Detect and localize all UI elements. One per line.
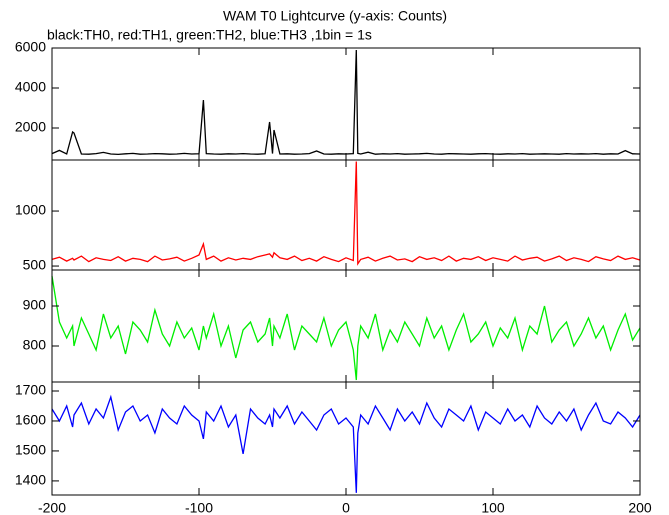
x-tick-label: 0 — [342, 500, 350, 515]
panel-frame — [51, 381, 641, 496]
chart-title: WAM T0 Lightcurve (y-axis: Counts) — [223, 8, 447, 24]
y-tick-label: 800 — [23, 337, 47, 353]
x-tick-label: -200 — [38, 500, 66, 515]
y-tick-label: 6000 — [15, 39, 46, 55]
light-curve — [51, 275, 641, 381]
panel-frame — [51, 159, 641, 271]
x-tick-label: 200 — [628, 500, 652, 515]
y-tick-label: 1000 — [15, 202, 46, 218]
chart-subtitle: black:TH0, red:TH1, green:TH2, blue:TH3 … — [47, 27, 372, 43]
y-tick-label: 900 — [23, 297, 47, 313]
light-curve — [51, 49, 641, 156]
panel-frame — [51, 47, 641, 161]
panel-frame — [51, 269, 641, 383]
light-curve — [51, 394, 641, 493]
y-tick-label: 1500 — [15, 442, 46, 458]
y-tick-label: 500 — [23, 257, 47, 273]
y-tick-label: 1400 — [15, 472, 46, 488]
y-tick-label: 1700 — [15, 382, 46, 398]
y-tick-label: 4000 — [15, 79, 46, 95]
x-tick-label: -100 — [185, 500, 213, 515]
y-tick-label: 1600 — [15, 412, 46, 428]
light-curve — [51, 161, 641, 266]
x-tick-label: 100 — [481, 500, 505, 515]
y-tick-label: 2000 — [15, 119, 46, 135]
